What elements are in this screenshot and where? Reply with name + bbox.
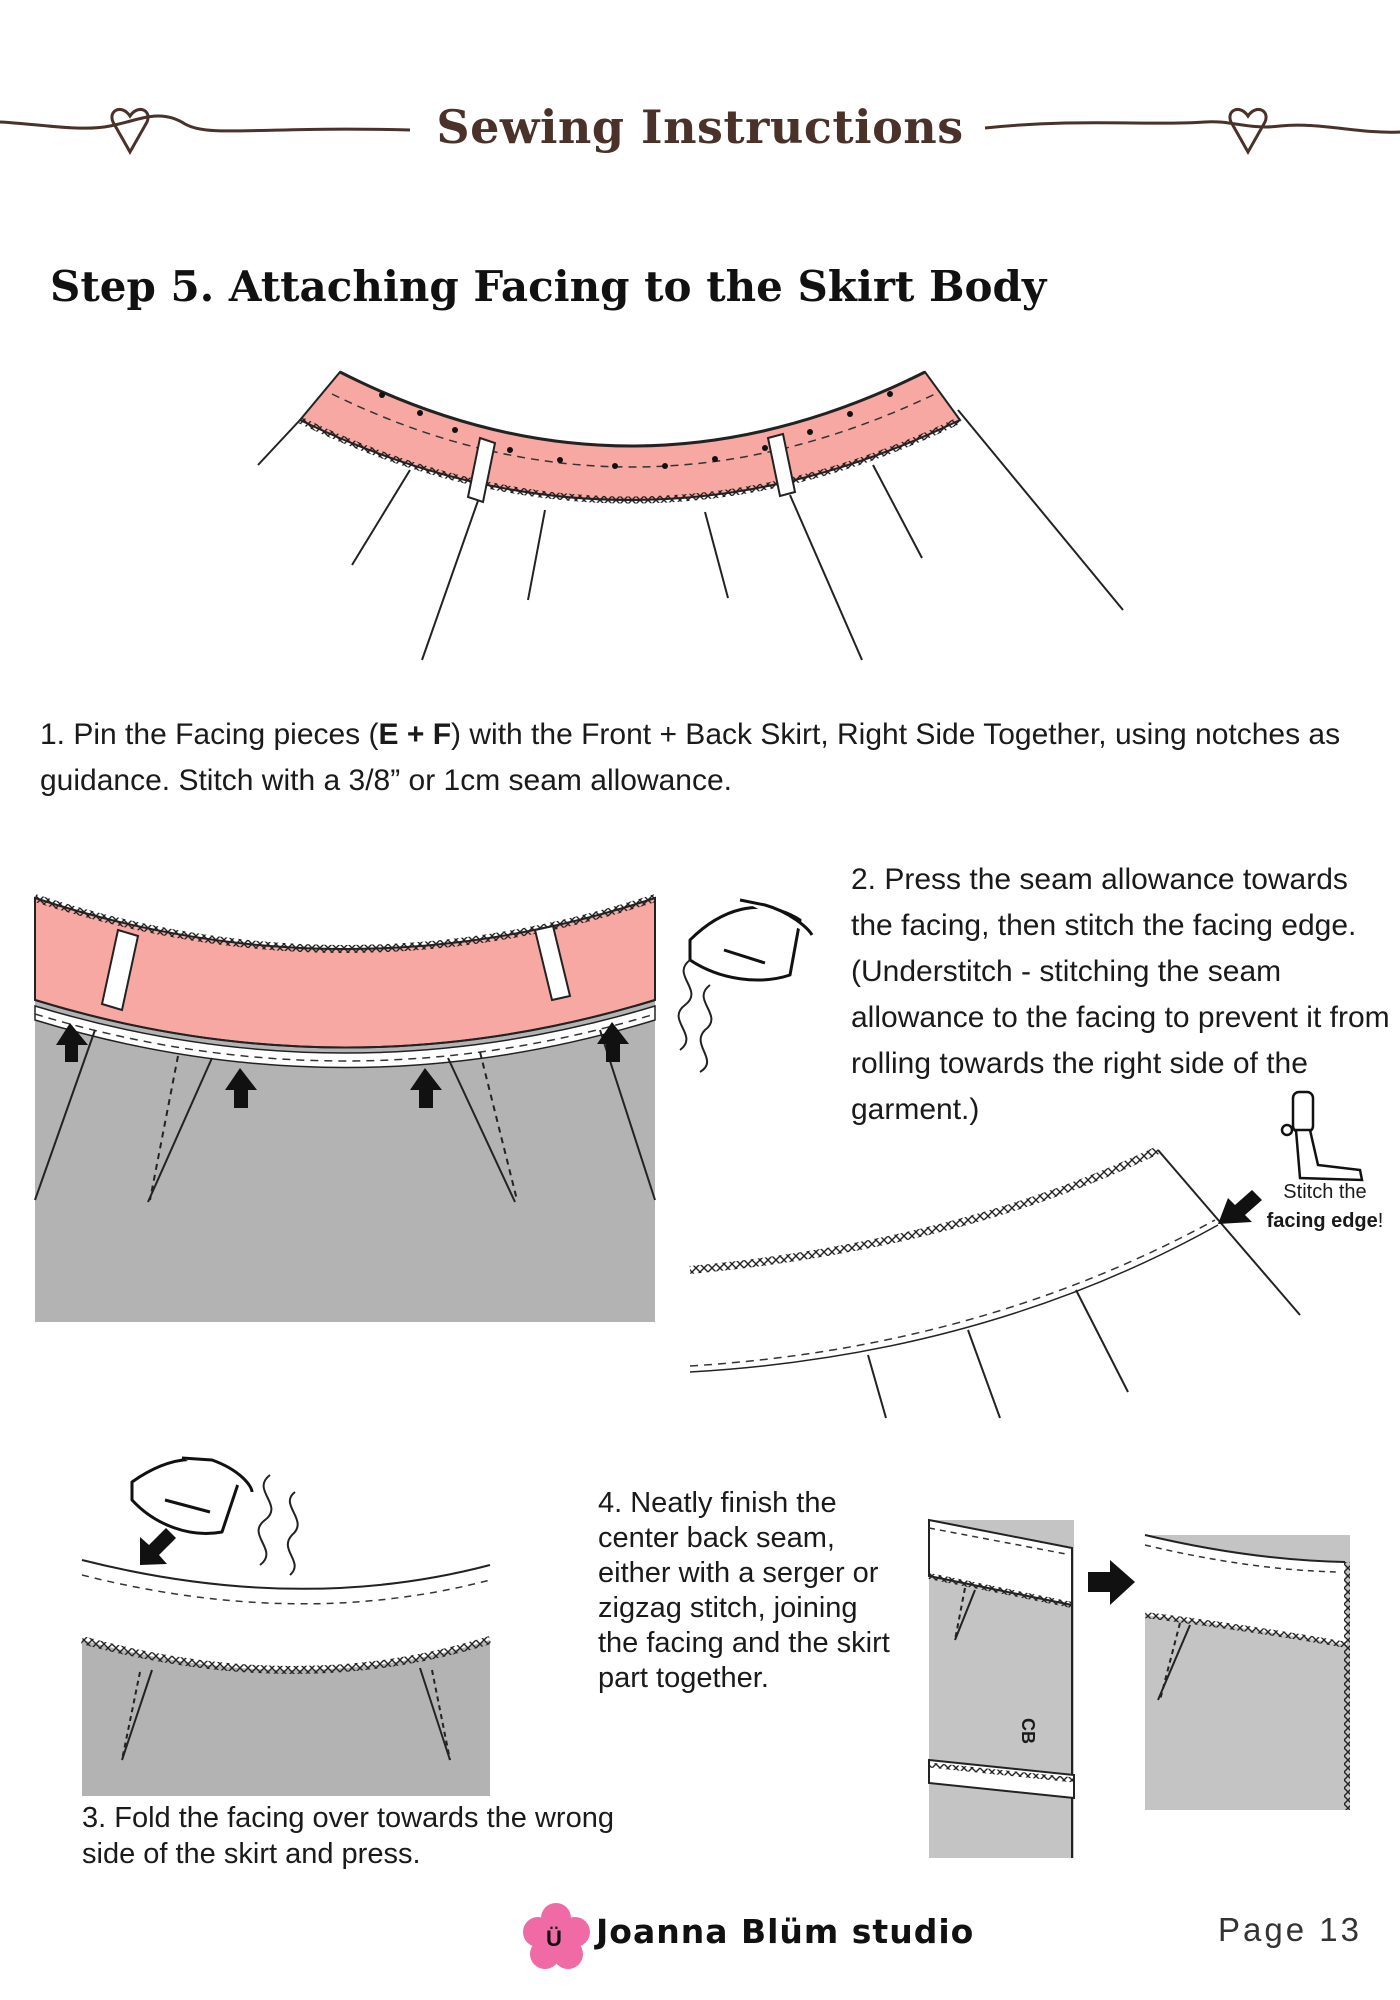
arrow-up-icon xyxy=(410,1068,442,1108)
header-ornament-left xyxy=(0,107,411,156)
note-line-1: Stitch the xyxy=(1283,1181,1367,1203)
arrow-right-icon xyxy=(1088,1560,1135,1605)
figure-2-understitch xyxy=(689,1146,1301,1419)
page-number: Page 13 xyxy=(1218,1911,1362,1948)
logo-letter: Ü xyxy=(546,1926,562,1951)
instruction-step-1: 1. Pin the Facing pieces (E + F) with th… xyxy=(40,712,1370,804)
iron-icon xyxy=(688,898,814,982)
arrow-up-icon xyxy=(597,1022,629,1062)
steam-icon xyxy=(677,959,713,1073)
step-1-prefix: 1. Pin the Facing pieces ( xyxy=(40,718,379,751)
flower-logo-icon xyxy=(523,1903,590,1969)
note-bold: facing edge xyxy=(1266,1210,1378,1232)
header-ornament-right xyxy=(984,107,1400,156)
arrow-up-icon xyxy=(225,1068,257,1108)
heart-icon xyxy=(110,107,150,156)
note-end: ! xyxy=(1377,1210,1384,1232)
step-1-suffix: ) with the Front + Back Skirt, Right Sid… xyxy=(40,718,1341,797)
figure-1-facing-pinned xyxy=(257,370,1124,661)
instruction-step-4: 4. Neatly finish the center back seam, e… xyxy=(598,1487,890,1694)
figure-4-center-back xyxy=(928,1518,1350,1858)
step-title: Step 5. Attaching Facing to the Skirt Bo… xyxy=(50,262,1047,311)
instruction-step-3: 3. Fold the facing over towards the wron… xyxy=(82,1802,614,1870)
figure-2-pressed-seam xyxy=(33,894,657,1322)
arrow-icon xyxy=(140,1528,176,1565)
heart-icon xyxy=(1228,107,1268,156)
understitch-note: Stitch the facing edge! xyxy=(1250,1178,1400,1236)
instruction-step-2: 2. Press the seam allowance towards the … xyxy=(851,863,1390,1126)
brand-name: Joanna Blüm studio xyxy=(596,1912,975,1951)
arrow-up-icon xyxy=(56,1023,88,1062)
arrow-icon xyxy=(1218,1190,1262,1224)
center-back-label: CB xyxy=(1018,1718,1038,1744)
steam-icon xyxy=(257,1474,299,1576)
iron-icon xyxy=(130,1456,254,1535)
page-header-title: Sewing Instructions xyxy=(436,100,964,154)
presser-foot-icon xyxy=(1280,1090,1364,1182)
figure-3-fold-facing xyxy=(80,1456,492,1796)
step-1-pieces: E + F xyxy=(378,718,452,751)
